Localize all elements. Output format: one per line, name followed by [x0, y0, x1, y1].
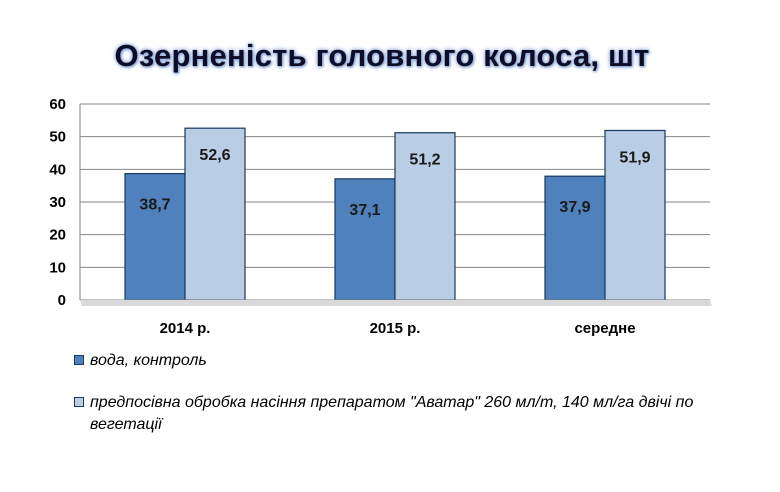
data-label: 37,1: [349, 202, 380, 219]
y-tick-label: 10: [49, 259, 66, 276]
x-tick-label: 2015 р.: [370, 320, 421, 337]
legend-item-water-control: вода, контроль: [74, 350, 714, 372]
x-tick-label: 2014 р.: [160, 320, 211, 337]
y-tick-label: 60: [49, 96, 66, 113]
y-tick-label: 40: [49, 161, 66, 178]
data-label: 51,2: [409, 152, 440, 169]
legend-label: предпосівна обробка насіння препаратом "…: [90, 394, 694, 433]
x-tick-label: середне: [574, 320, 635, 337]
x-axis-labels: 2014 р. 2015 р. середне: [160, 320, 636, 337]
data-label: 51,9: [619, 149, 650, 166]
bars: 38,7 52,6 37,1 51,2 37,9 51,9: [124, 127, 666, 301]
data-label: 52,6: [199, 147, 230, 164]
legend: вода, контроль предпосівна обробка насін…: [74, 350, 714, 436]
floor-shade: [80, 300, 712, 306]
y-tick-label: 20: [49, 227, 66, 244]
legend-label: вода, контроль: [90, 352, 207, 369]
bar: [604, 129, 666, 301]
bar: [124, 172, 186, 301]
y-tick-label: 50: [49, 129, 66, 146]
bar: [544, 175, 606, 301]
legend-swatch: [74, 355, 84, 365]
legend-item-avatar-treatment: предпосівна обробка насіння препаратом "…: [74, 392, 714, 436]
legend-swatch: [74, 397, 84, 407]
bar-chart: 38,7 52,6 37,1 51,2 37,9 51,9 0 10 20 30 40 50 60 2…: [49, 96, 712, 337]
bar: [184, 127, 246, 301]
data-label: 37,9: [559, 199, 590, 216]
y-tick-label: 0: [58, 292, 66, 309]
data-label: 38,7: [139, 197, 170, 214]
y-tick-label: 30: [49, 194, 66, 211]
bar: [394, 132, 456, 301]
y-axis-ticks: 0 10 20 30 40 50 60: [49, 96, 66, 309]
bar: [334, 178, 396, 301]
chart-title: Озерненість головного колоса, шт: [114, 38, 650, 73]
